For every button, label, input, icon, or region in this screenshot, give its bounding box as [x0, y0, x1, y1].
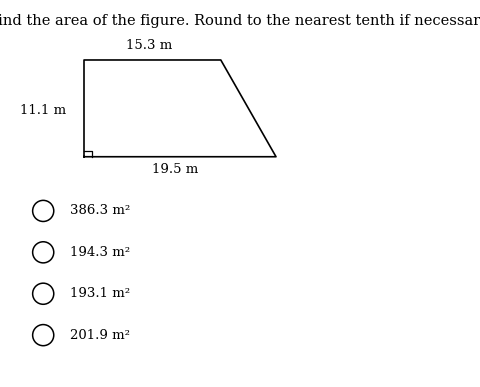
Text: 194.3 m²: 194.3 m²: [70, 246, 130, 259]
Text: 201.9 m²: 201.9 m²: [70, 329, 130, 342]
Text: 15.3 m: 15.3 m: [126, 39, 172, 52]
Text: Find the area of the figure. Round to the nearest tenth if necessary.: Find the area of the figure. Round to th…: [0, 14, 480, 27]
Text: 19.5 m: 19.5 m: [152, 163, 198, 176]
Text: 386.3 m²: 386.3 m²: [70, 204, 130, 217]
Text: 11.1 m: 11.1 m: [20, 104, 66, 117]
Text: 193.1 m²: 193.1 m²: [70, 287, 130, 300]
